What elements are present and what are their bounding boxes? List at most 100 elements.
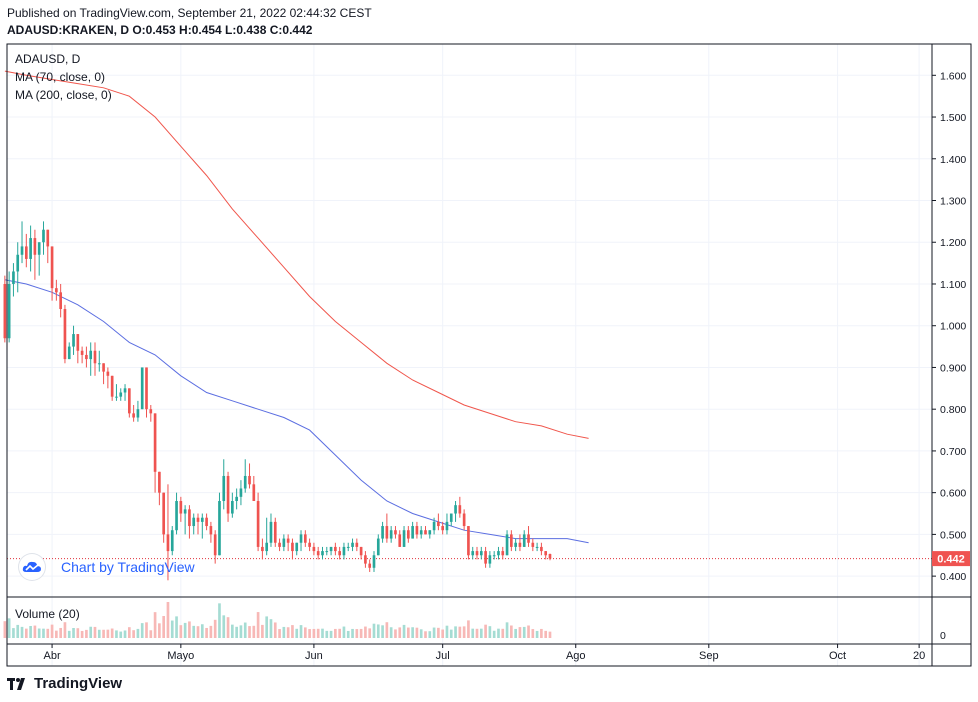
volume-bar [295, 628, 299, 638]
candle [235, 488, 238, 510]
candle-body [355, 542, 359, 547]
candle [76, 334, 80, 364]
candle [441, 521, 445, 535]
volume-bar [394, 629, 397, 638]
volume-bar [12, 628, 15, 638]
candle-body [531, 542, 535, 547]
candle-body [97, 363, 101, 365]
volume-bar [514, 628, 517, 638]
candle [110, 375, 114, 401]
volume-bar [153, 612, 157, 638]
volume-bar [535, 630, 539, 638]
candle-body [497, 551, 500, 556]
volume-bar [419, 629, 423, 638]
volume-bar [510, 625, 513, 638]
candle-body [488, 555, 492, 564]
candle-body [342, 546, 346, 556]
volume-bar [50, 624, 54, 638]
candle-body [119, 392, 123, 397]
candle [261, 538, 264, 560]
volume-bar [85, 629, 88, 638]
y-tick-label: 1.300 [940, 196, 966, 208]
volume-bar [449, 629, 453, 638]
volume-bar [342, 626, 346, 638]
volume-bar [321, 628, 324, 638]
candle-body [432, 521, 436, 531]
candles [3, 221, 552, 581]
candle [158, 471, 161, 506]
y-tick-label: 0.400 [940, 571, 966, 583]
candle-body [295, 542, 299, 552]
volume-bar [372, 623, 376, 638]
volume-bar [488, 626, 492, 638]
published-info: Published on TradingView.com, September … [7, 6, 372, 20]
volume-bar [149, 630, 153, 638]
candle-body [389, 530, 393, 539]
chart-by-tradingview-badge[interactable]: Chart by TradingView [19, 551, 209, 583]
candle [42, 221, 45, 255]
volume-bar [140, 623, 144, 638]
volume-bar [458, 626, 462, 638]
candle-body [158, 471, 161, 493]
candle-body [441, 526, 445, 531]
volume-bar [437, 627, 440, 638]
volume-bar [389, 627, 393, 638]
volume-bar [428, 631, 432, 638]
candle [67, 342, 71, 360]
candle-body [479, 551, 483, 556]
volume-bar [308, 629, 311, 638]
candle [359, 546, 363, 560]
candle [316, 546, 320, 560]
candle-body [518, 542, 522, 547]
candle [385, 513, 389, 543]
candle-body [522, 534, 526, 547]
candle [424, 526, 427, 535]
candle-body [179, 501, 183, 514]
volume-bar [338, 628, 341, 638]
candle [136, 400, 140, 422]
candle-body [535, 546, 539, 548]
candle-body [381, 526, 384, 539]
candle [72, 325, 75, 355]
candle-body [140, 367, 144, 410]
time-axis[interactable]: Abr Mayo Jun Jul Ago Sep Oct 20 [44, 644, 926, 662]
candle-body [42, 229, 45, 243]
volume-bar [454, 626, 457, 638]
price-axis[interactable]: 0.400 0.500 0.600 0.700 0.800 0.900 1.000 1.100… [932, 70, 966, 642]
candle [505, 530, 509, 556]
ohlc-readout: ADAUSD:KRAKEN, D O:0.453 H:0.454 L:0.438… [7, 23, 313, 37]
candle-body [123, 388, 127, 393]
candle-body [55, 288, 58, 293]
candle [299, 530, 303, 552]
candle-body [492, 555, 496, 557]
y-tick-label: 0.500 [940, 529, 966, 541]
candle-body [278, 542, 281, 547]
candle [16, 242, 20, 293]
volume-bar [76, 628, 80, 638]
candle-body [149, 409, 153, 414]
tradingview-brand[interactable]: TradingView [7, 675, 122, 692]
candle-body [188, 509, 191, 527]
candle [170, 526, 174, 556]
candle [243, 459, 247, 493]
candle [368, 559, 372, 572]
candle-body [175, 501, 178, 531]
volume-bar [531, 629, 535, 638]
volume-bar [183, 622, 187, 638]
candle [119, 388, 123, 401]
candle [85, 346, 88, 368]
candle-body [291, 542, 294, 552]
volume-bar [222, 615, 226, 638]
volume-bar [527, 625, 530, 638]
candle-body [3, 283, 7, 339]
candle-body [218, 501, 221, 556]
volume-bar [402, 624, 406, 638]
volume-bar [239, 625, 243, 638]
candle [278, 538, 281, 552]
candle-body [110, 375, 114, 397]
candle [381, 521, 384, 543]
candle-body [514, 542, 517, 547]
candle-body [299, 534, 303, 543]
volume-bar [381, 625, 384, 638]
